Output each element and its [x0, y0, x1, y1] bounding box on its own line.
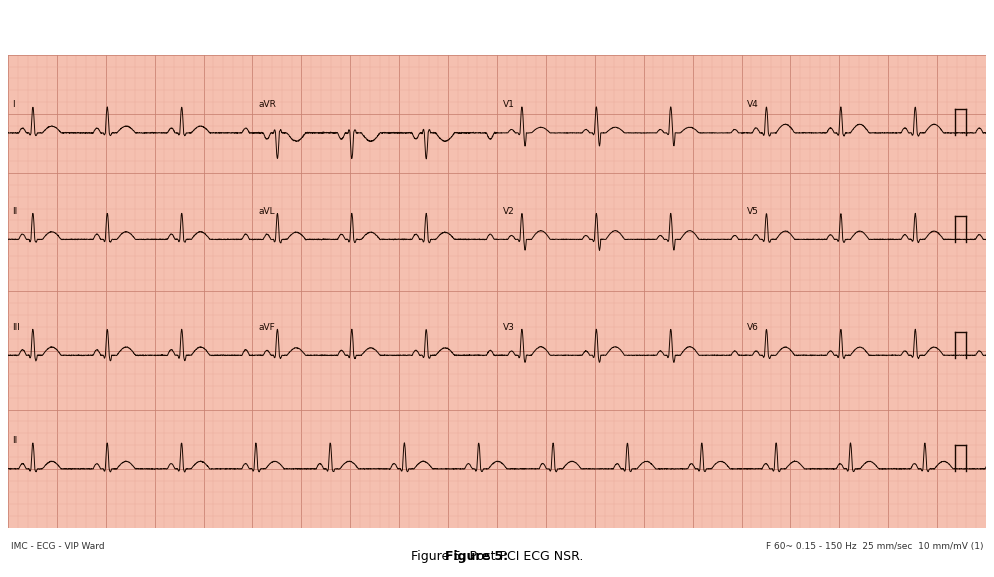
Text: V5: V5	[747, 207, 759, 216]
Text: F 60~ 0.15 - 150 Hz  25 mm/sec  10 mm/mV (1): F 60~ 0.15 - 150 Hz 25 mm/sec 10 mm/mV (…	[765, 542, 983, 551]
Text: aVL: aVL	[258, 207, 275, 216]
Text: aVR: aVR	[258, 100, 276, 110]
Text: Figure 5: Post PCI ECG NSR.: Figure 5: Post PCI ECG NSR.	[411, 549, 583, 563]
Text: III: III	[12, 323, 20, 332]
Text: V2: V2	[503, 207, 515, 216]
Text: II: II	[12, 207, 17, 216]
Text: aVF: aVF	[258, 323, 275, 332]
Text: V6: V6	[747, 323, 759, 332]
Text: V1: V1	[503, 100, 515, 110]
Text: IMC - ECG - VIP Ward: IMC - ECG - VIP Ward	[11, 542, 104, 551]
Text: II: II	[12, 436, 17, 445]
Text: V4: V4	[747, 100, 759, 110]
Text: V3: V3	[503, 323, 515, 332]
Text: I: I	[12, 100, 15, 110]
Text: Figure 5:: Figure 5:	[445, 549, 509, 563]
